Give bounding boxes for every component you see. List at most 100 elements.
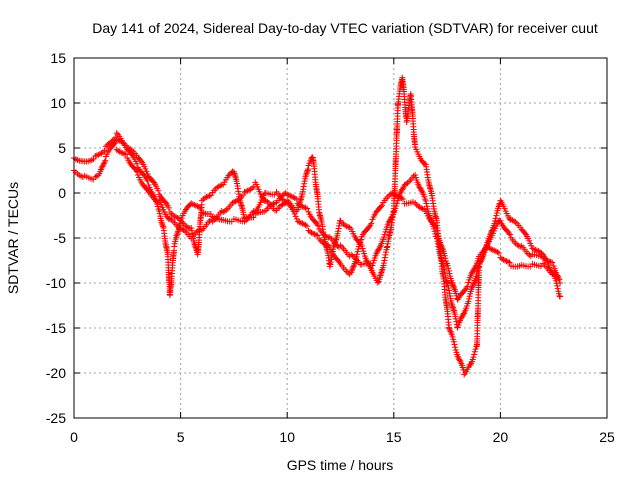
x-tick-label: 25 (599, 429, 615, 445)
y-tick-label: 5 (58, 140, 66, 156)
data-point (303, 205, 310, 212)
data-point (99, 163, 106, 170)
y-axis-label: SDTVAR / TECUs (5, 182, 21, 294)
data-point (252, 209, 259, 216)
data-point (226, 171, 233, 178)
data-point (460, 366, 467, 373)
data-point (423, 203, 430, 210)
data-point (350, 263, 357, 270)
data-point (492, 215, 499, 222)
data-point (446, 325, 453, 332)
data-point (381, 254, 388, 261)
data-point (471, 351, 478, 358)
data-point (412, 171, 419, 178)
data-point (433, 224, 440, 231)
data-point (465, 298, 472, 305)
data-point (554, 273, 561, 280)
data-point (470, 354, 477, 361)
x-tick-label: 20 (493, 429, 509, 445)
data-point (445, 265, 452, 272)
data-point (381, 231, 388, 238)
data-point (451, 341, 458, 348)
data-point (113, 130, 120, 137)
data-point (381, 257, 388, 264)
data-point (370, 259, 377, 266)
data-point (434, 227, 441, 234)
data-point (377, 270, 384, 277)
data-point (554, 282, 561, 289)
data-point (102, 157, 109, 164)
data-point (557, 280, 564, 286)
data-point (162, 199, 169, 206)
data-point (438, 242, 445, 249)
data-point (492, 217, 499, 224)
data-point (489, 227, 496, 234)
data-point (550, 271, 557, 277)
data-point (444, 262, 451, 269)
data-point (382, 251, 389, 258)
data-point (456, 357, 463, 364)
data-point (528, 242, 535, 249)
data-point (382, 228, 389, 235)
data-point (360, 248, 367, 255)
data-points (71, 74, 564, 378)
data-point (101, 147, 108, 154)
data-point (354, 251, 361, 258)
data-point (379, 202, 386, 209)
data-point (98, 164, 105, 171)
data-point (441, 252, 448, 259)
data-point (471, 265, 478, 272)
data-point (438, 243, 445, 250)
data-point (354, 248, 361, 255)
x-tick-label: 15 (386, 429, 402, 445)
gridlines (74, 58, 607, 418)
data-point (506, 259, 513, 266)
data-point (434, 230, 441, 237)
data-point (143, 185, 150, 192)
data-point (452, 344, 459, 351)
y-tick-label: -10 (46, 275, 66, 291)
data-point (437, 241, 444, 248)
data-point (469, 283, 476, 290)
data-point (349, 266, 356, 273)
data-point (493, 212, 500, 219)
data-point (456, 356, 463, 363)
series-track-c (113, 146, 557, 303)
data-point (144, 170, 151, 177)
data-point (478, 257, 485, 264)
data-point (100, 160, 107, 167)
y-tick-label: -25 (46, 410, 66, 426)
x-tick-label: 0 (70, 429, 78, 445)
data-point (261, 198, 268, 205)
data-point (487, 230, 494, 237)
data-point (141, 172, 148, 179)
data-point (446, 270, 453, 277)
data-point (228, 169, 235, 176)
data-point (450, 282, 457, 289)
data-point (422, 197, 429, 204)
data-point (439, 245, 446, 252)
y-tick-label: 0 (58, 185, 66, 201)
data-point (366, 262, 373, 269)
data-point (165, 204, 172, 211)
data-point (155, 187, 162, 194)
data-point (474, 257, 481, 264)
data-point (378, 269, 385, 276)
data-point (314, 232, 321, 239)
data-point (133, 160, 140, 167)
data-point (468, 284, 475, 291)
data-point (442, 255, 449, 262)
axis-ticks: 0 5 10 15 20 25 -25 -20 -15 -10 -5 0 5 10 15 (46, 50, 615, 445)
data-point (374, 279, 381, 286)
data-point (358, 236, 365, 243)
data-point (122, 151, 129, 158)
data-point (303, 223, 310, 230)
chart-title: Day 141 of 2024, Sidereal Day-to-day VTE… (92, 20, 598, 36)
data-point (455, 354, 462, 361)
y-tick-label: -20 (46, 365, 66, 381)
data-point (549, 259, 556, 266)
data-point (450, 336, 457, 343)
data-point (446, 326, 453, 333)
